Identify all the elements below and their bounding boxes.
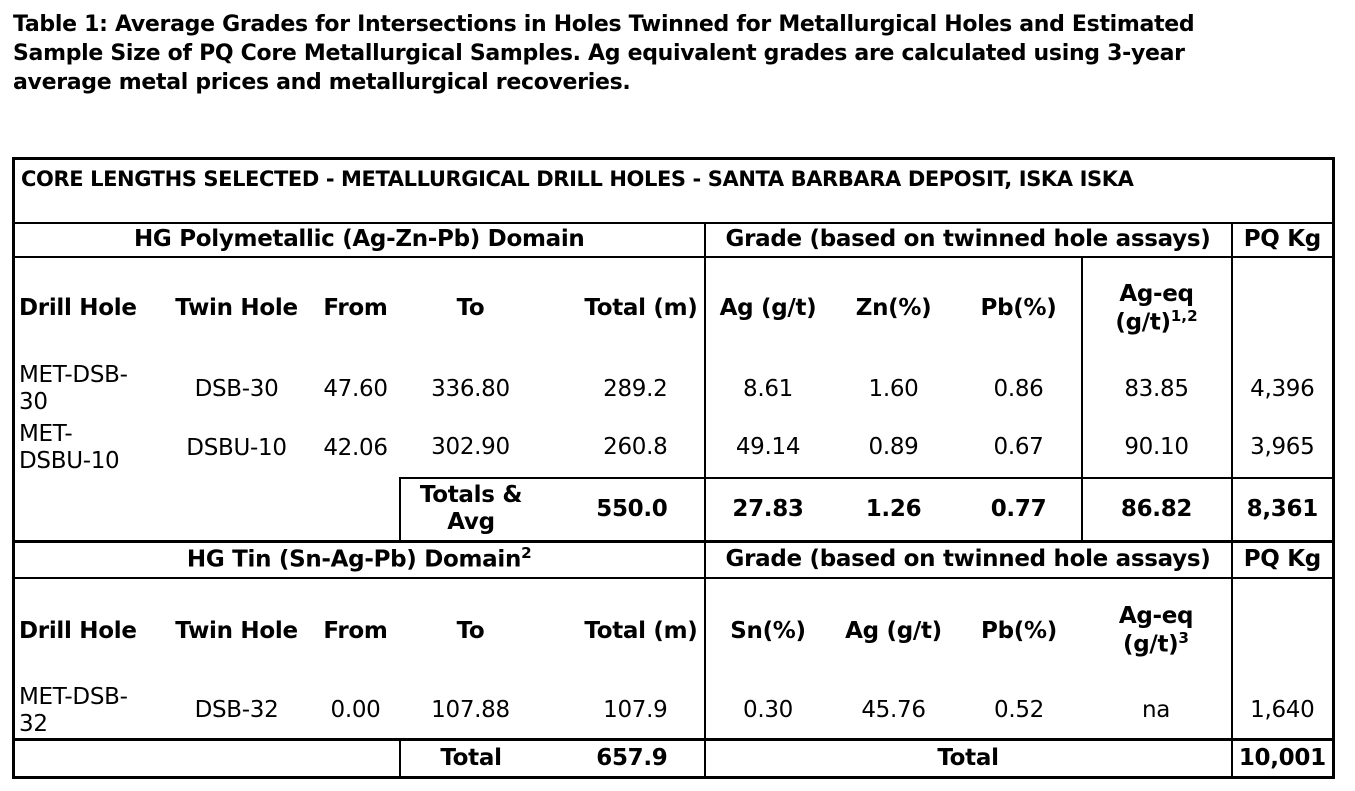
caption-line-3: average metal prices and metallurgical r… bbox=[13, 70, 631, 95]
totals-total-m: 550.0 bbox=[541, 476, 705, 543]
col-header-pq-spacer bbox=[1230, 577, 1334, 684]
section2-header-row: Drill Hole Twin Hole From To Total (m) S… bbox=[14, 577, 1334, 684]
section2-domain-row: HG Tin (Sn-Ag-Pb) Domain2 Grade (based o… bbox=[13, 541, 1334, 579]
col-header-pb: Pb(%) bbox=[981, 617, 1057, 644]
col-header-drill-hole: Drill Hole bbox=[19, 617, 137, 644]
section1-header-row: Drill Hole Twin Hole From To Total (m) A… bbox=[14, 256, 1334, 360]
zn-cell: 0.89 bbox=[868, 434, 919, 461]
ageq-header-line1: Ag-eq bbox=[1119, 280, 1194, 307]
total-spacer bbox=[13, 738, 400, 778]
totals-pq: 8,361 bbox=[1230, 476, 1334, 543]
from-cell: 0.00 bbox=[330, 697, 381, 724]
table-row-met-dsbu-10: MET-DSBU-10 DSBU-10 42.06 302.90 260.8 4… bbox=[14, 418, 1334, 478]
table-title-row: CORE LENGTHS SELECTED - METALLURGICAL DR… bbox=[13, 158, 1334, 224]
ageq-footnote-marker: 3 bbox=[1178, 629, 1189, 648]
pq-cell: 1,640 bbox=[1230, 683, 1334, 740]
from-cell: 47.60 bbox=[323, 375, 388, 402]
ageq-cell: 90.10 bbox=[1080, 418, 1232, 478]
col-header-sn: Sn(%) bbox=[703, 577, 831, 684]
table-title: CORE LENGTHS SELECTED - METALLURGICAL DR… bbox=[13, 158, 1334, 224]
col-header-total-m: Total (m) bbox=[584, 617, 698, 644]
pq-cell: 4,396 bbox=[1230, 359, 1334, 419]
ageq-header-line2: (g/t)1,2 bbox=[1115, 306, 1198, 336]
drill-hole-cell: MET-DSBU-10 bbox=[19, 421, 120, 474]
to-cell: 302.90 bbox=[431, 434, 510, 461]
col-header-twin-hole: Twin Hole bbox=[175, 295, 298, 322]
to-cell: 336.80 bbox=[431, 375, 510, 402]
col-header-to: To bbox=[456, 295, 485, 322]
twin-hole-cell: DSBU-10 bbox=[186, 434, 287, 461]
drill-hole-cell: MET-DSB-30 bbox=[19, 362, 128, 415]
caption-line-2: Sample Size of PQ Core Metallurgical Sam… bbox=[13, 41, 1185, 66]
col-header-ag: Ag (g/t) bbox=[845, 617, 942, 644]
col-header-ageq: Ag-eq (g/t)1,2 bbox=[1080, 256, 1232, 360]
col-header-pb: Pb(%) bbox=[980, 295, 1057, 322]
section1-domain-row: HG Polymetallic (Ag-Zn-Pb) Domain Grade … bbox=[13, 222, 1334, 258]
col-header-to: To bbox=[456, 617, 485, 644]
col-header-drill-hole: Drill Hole bbox=[19, 295, 137, 322]
col-header-zn: Zn(%) bbox=[855, 295, 932, 322]
to-cell: 107.88 bbox=[431, 697, 510, 724]
section2-total-row: Total 657.9 Total 10,001 bbox=[13, 738, 1334, 778]
table-caption: Table 1: Average Grades for Intersection… bbox=[13, 10, 1195, 97]
ageq-cell: na bbox=[1141, 697, 1171, 724]
domain-footnote-marker: 2 bbox=[521, 544, 532, 563]
ageq-footnote-marker: 1,2 bbox=[1170, 306, 1198, 325]
section1-grade-label: Grade (based on twinned hole assays) bbox=[703, 222, 1232, 258]
total-m-cell: 260.8 bbox=[603, 434, 668, 461]
col-header-total-m: Total (m) bbox=[584, 295, 698, 322]
pb-cell: 0.86 bbox=[993, 375, 1044, 402]
col-header-twin-hole: Twin Hole bbox=[175, 617, 298, 644]
section2-grade-label: Grade (based on twinned hole assays) bbox=[703, 541, 1232, 579]
pq-cell: 3,965 bbox=[1230, 418, 1334, 478]
section2-domain-label: HG Tin (Sn-Ag-Pb) Domain2 bbox=[13, 541, 705, 579]
col-header-pq-spacer bbox=[1230, 256, 1334, 360]
total-grade-label: Total bbox=[703, 738, 1232, 778]
totals-pb: 0.77 bbox=[956, 476, 1082, 543]
sn-cell: 0.30 bbox=[703, 683, 831, 740]
table-row-met-dsb-30: MET-DSB-30 DSB-30 47.60 336.80 289.2 8.6… bbox=[14, 359, 1334, 419]
col-header-ag: Ag (g/t) bbox=[703, 256, 831, 360]
ageq-header-line2: (g/t)3 bbox=[1123, 629, 1189, 658]
total-m-cell: 107.9 bbox=[603, 697, 668, 724]
totals-ageq: 86.82 bbox=[1080, 476, 1232, 543]
totals-label: Totals & Avg bbox=[398, 476, 542, 543]
twin-hole-cell: DSB-32 bbox=[194, 697, 279, 724]
ag-cell: 45.76 bbox=[861, 697, 926, 724]
section1-pq-label: PQ Kg bbox=[1230, 222, 1334, 258]
section2-pq-label: PQ Kg bbox=[1230, 541, 1334, 579]
ageq-header-line1: Ag-eq bbox=[1118, 603, 1194, 630]
totals-ag: 27.83 bbox=[703, 476, 831, 543]
total-m-cell: 289.2 bbox=[603, 375, 668, 402]
pb-cell: 0.67 bbox=[993, 434, 1044, 461]
from-cell: 42.06 bbox=[323, 434, 388, 461]
ageq-cell: 83.85 bbox=[1080, 359, 1232, 419]
pb-cell: 0.52 bbox=[993, 697, 1044, 724]
section1-totals-row: Totals & Avg 550.0 27.83 1.26 0.77 86.82… bbox=[13, 476, 1334, 543]
total-pq: 10,001 bbox=[1230, 738, 1334, 778]
core-lengths-table: CORE LENGTHS SELECTED - METALLURGICAL DR… bbox=[12, 157, 1336, 779]
col-header-from: From bbox=[323, 295, 388, 322]
col-header-from: From bbox=[323, 617, 388, 644]
caption-line-1: Table 1: Average Grades for Intersection… bbox=[13, 12, 1195, 37]
table-row-met-dsb-32: MET-DSB-32 DSB-32 0.00 107.88 107.9 0.30… bbox=[14, 683, 1334, 740]
totals-spacer bbox=[13, 477, 400, 543]
col-header-ageq: Ag-eq (g/t)3 bbox=[1082, 578, 1232, 684]
zn-cell: 1.60 bbox=[868, 375, 919, 402]
total-label: Total bbox=[398, 738, 542, 778]
twin-hole-cell: DSB-30 bbox=[194, 375, 279, 402]
section1-domain-label: HG Polymetallic (Ag-Zn-Pb) Domain bbox=[13, 222, 705, 258]
ag-cell: 49.14 bbox=[703, 418, 831, 478]
drill-hole-cell: MET-DSB-32 bbox=[19, 683, 128, 737]
total-total-m: 657.9 bbox=[541, 738, 705, 778]
totals-zn: 1.26 bbox=[830, 476, 957, 543]
ag-cell: 8.61 bbox=[703, 359, 831, 419]
